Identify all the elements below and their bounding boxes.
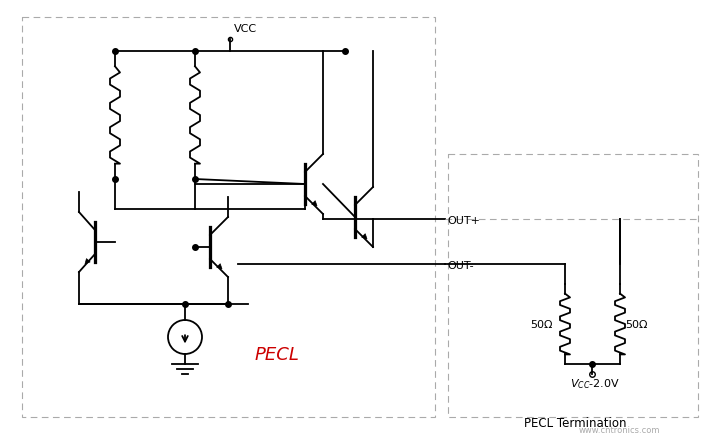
Polygon shape bbox=[217, 264, 222, 269]
Polygon shape bbox=[361, 234, 367, 240]
Text: PECL Termination: PECL Termination bbox=[523, 416, 626, 429]
Text: 50Ω: 50Ω bbox=[625, 319, 647, 329]
Text: VCC: VCC bbox=[234, 24, 257, 34]
Text: 50Ω: 50Ω bbox=[530, 319, 552, 329]
Text: PECL: PECL bbox=[255, 345, 300, 363]
Text: OUT+: OUT+ bbox=[447, 215, 480, 226]
Text: $V_{CC}$-2.0V: $V_{CC}$-2.0V bbox=[570, 376, 620, 390]
Polygon shape bbox=[312, 201, 317, 207]
Text: OUT-: OUT- bbox=[447, 261, 474, 270]
Polygon shape bbox=[85, 259, 90, 265]
Text: www.cntronics.com: www.cntronics.com bbox=[578, 425, 660, 434]
